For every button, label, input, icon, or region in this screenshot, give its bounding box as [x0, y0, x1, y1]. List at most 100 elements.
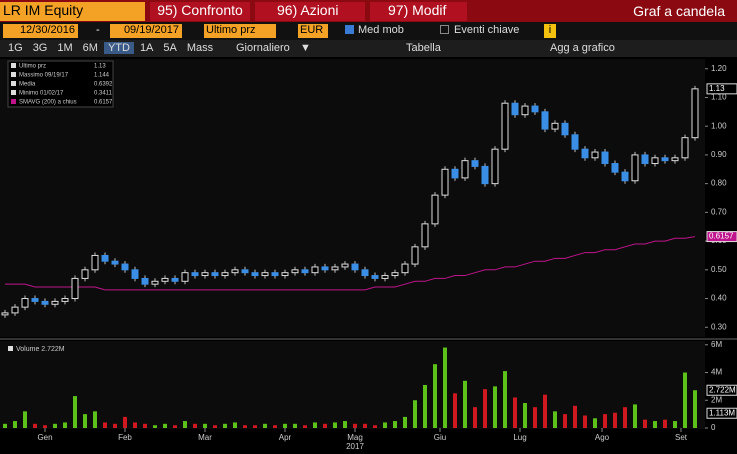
info[interactable]: i: [544, 24, 556, 38]
period-button[interactable]: 5A: [163, 42, 177, 54]
volume-bar: [393, 421, 397, 428]
period-button[interactable]: 3G: [32, 42, 48, 54]
candle: [691, 88, 699, 139]
volume-bar: [13, 421, 17, 428]
legend-value: 0.6392: [94, 82, 113, 88]
candle: [361, 269, 369, 277]
volume-bar: [313, 422, 317, 428]
vol-avg-tag: [706, 407, 737, 419]
menu-button[interactable]: 95) Confronto: [150, 2, 250, 21]
candle: [551, 122, 559, 130]
volume-bar: [303, 425, 307, 428]
volume-bar: [263, 423, 267, 428]
x-tick-label: Ago: [595, 433, 610, 442]
candle: [641, 154, 649, 165]
candle: [671, 157, 679, 162]
period-button[interactable]: Mass: [186, 42, 214, 54]
y-tick-label: 0.50: [711, 265, 727, 274]
candle: [161, 277, 169, 282]
start-date[interactable]: 12/30/2016: [3, 24, 78, 38]
volume-bar: [63, 422, 67, 428]
volume-bar: [333, 422, 337, 428]
candle: [561, 122, 569, 136]
volume-bar: [43, 425, 47, 428]
candle: [41, 300, 49, 305]
period-button[interactable]: 6M: [82, 42, 98, 54]
volume-bar: [253, 425, 257, 428]
period-button[interactable]: 1M: [57, 42, 73, 54]
year-label: 2017: [346, 442, 364, 451]
legend-value: 1.144: [94, 73, 110, 79]
candle: [341, 263, 349, 268]
candle: [251, 272, 259, 277]
candle: [1, 312, 9, 316]
candle: [261, 272, 269, 277]
volume-bar: [273, 425, 277, 428]
security[interactable]: LR IM Equity: [0, 2, 145, 21]
candle: [81, 269, 89, 279]
volume-bar: [103, 422, 107, 428]
volume-bar: [93, 411, 97, 428]
candle: [451, 168, 459, 179]
events[interactable]: Eventi chiave: [454, 24, 520, 36]
candle: [601, 151, 609, 165]
period-button[interactable]: YTD: [103, 42, 134, 54]
legend-box: [7, 60, 114, 108]
volume-title: Volume 2.722M: [16, 346, 65, 353]
end-date[interactable]: 09/19/2017: [110, 24, 182, 38]
period-button[interactable]: 1A: [139, 42, 154, 54]
candle: [611, 163, 619, 173]
moving-avg[interactable]: Med mob: [358, 24, 404, 36]
candle: [131, 269, 139, 279]
sma-tag: [706, 231, 737, 243]
volume-bar: [123, 416, 127, 428]
candle: [421, 223, 429, 248]
volume-bar: [413, 400, 417, 428]
price-panel: [0, 59, 705, 337]
candle: [211, 272, 219, 277]
volume-bar: [583, 415, 587, 428]
candle: [511, 102, 519, 116]
candle: [271, 272, 279, 277]
checkbox[interactable]: [345, 25, 354, 34]
candle: [391, 272, 399, 277]
candle: [91, 254, 99, 271]
legend-swatch: [11, 99, 16, 104]
last-tag-label: 1.13: [709, 84, 725, 93]
vol-tag-label: 2.722M: [709, 385, 736, 394]
volume-bar: [163, 423, 167, 428]
volume-bar: [693, 390, 697, 428]
frequency[interactable]: Giornaliero: [236, 42, 290, 54]
candle: [71, 277, 79, 300]
y-tick-label: 0.40: [711, 294, 727, 303]
candle: [331, 266, 339, 271]
volume-bar: [513, 397, 517, 428]
volume-bar: [663, 419, 667, 428]
volume-bar: [283, 423, 287, 428]
checkbox[interactable]: [440, 25, 449, 34]
volume-bar: [213, 425, 217, 428]
period-button[interactable]: 1G: [8, 42, 23, 54]
field[interactable]: Ultimo prz: [204, 24, 276, 38]
menu-button[interactable]: 96) Azioni: [255, 2, 365, 21]
x-tick-label: Mar: [198, 433, 212, 442]
candle: [241, 269, 249, 274]
volume-bar: [203, 423, 207, 428]
candle: [31, 298, 39, 302]
volume-bar: [383, 422, 387, 428]
candle: [291, 269, 299, 274]
table-button[interactable]: Tabella: [406, 42, 441, 54]
volume-bar: [483, 389, 487, 428]
currency[interactable]: EUR: [298, 24, 328, 38]
volume-bar: [533, 407, 537, 428]
candle: [221, 272, 229, 277]
candle: [541, 111, 549, 130]
candle: [171, 277, 179, 282]
add-button[interactable]: Agg a grafico: [550, 42, 615, 54]
menu-button[interactable]: 97) Modif: [370, 2, 467, 21]
volume-bar: [23, 411, 27, 428]
volume-bar: [623, 407, 627, 428]
volume-bar: [343, 421, 347, 428]
x-tick-label: Gen: [37, 433, 52, 442]
periods: 1G 3G 1M 6M YTD 1A 5A Mass: [4, 42, 219, 54]
